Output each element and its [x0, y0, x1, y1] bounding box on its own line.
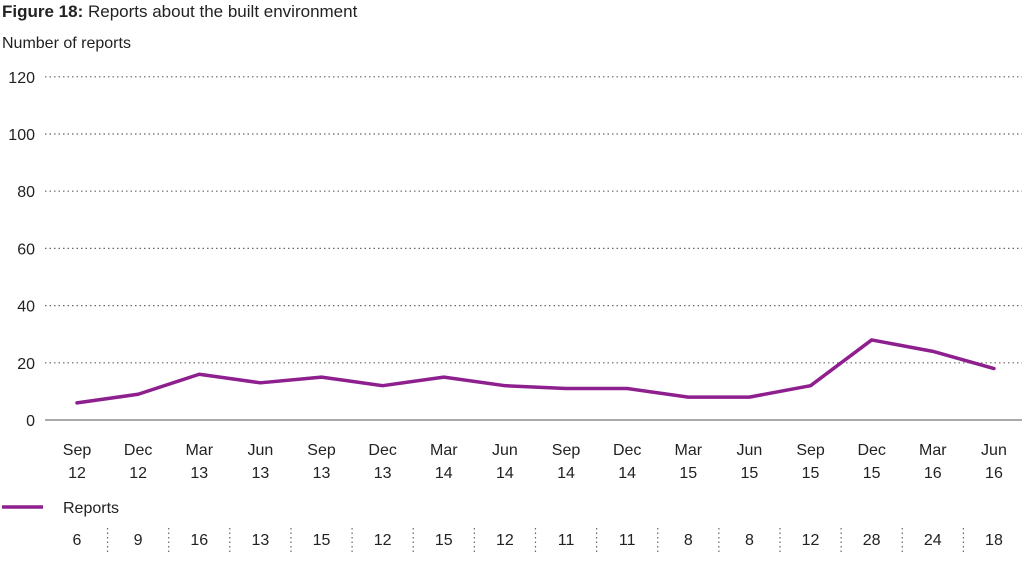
- y-tick-label: 100: [8, 127, 35, 144]
- x-tick-label: Dec: [124, 442, 152, 459]
- x-tick-label: Jun: [492, 442, 518, 459]
- x-tick-label: 12: [129, 465, 147, 482]
- table-value: 12: [496, 532, 514, 549]
- legend-label-reports: Reports: [63, 500, 119, 517]
- y-tick-label: 60: [17, 241, 35, 258]
- x-tick-label: 13: [190, 465, 208, 482]
- table-value: 11: [558, 532, 575, 549]
- table-value: 18: [985, 532, 1003, 549]
- x-tick-label: Jun: [981, 442, 1007, 459]
- x-tick-label: 13: [251, 465, 269, 482]
- x-tick-label: Mar: [430, 442, 458, 459]
- data-point: [503, 384, 507, 388]
- data-point: [197, 372, 201, 376]
- x-tick-label: Dec: [368, 442, 396, 459]
- x-tick-label: Jun: [247, 442, 273, 459]
- table-value: 12: [802, 532, 820, 549]
- x-tick-label: Dec: [857, 442, 885, 459]
- y-tick-label: 0: [26, 413, 35, 430]
- table-value: 24: [924, 532, 942, 549]
- y-tick-label: 80: [17, 184, 35, 201]
- table-value: 13: [251, 532, 269, 549]
- data-point: [992, 367, 996, 371]
- table-value: 15: [313, 532, 331, 549]
- data-point: [564, 387, 568, 391]
- y-tick-label: 40: [17, 299, 35, 316]
- data-point: [625, 387, 629, 391]
- data-point: [931, 349, 935, 353]
- x-tick-label: 13: [313, 465, 331, 482]
- x-tick-label: 16: [924, 465, 942, 482]
- table-value: 8: [684, 532, 693, 549]
- table-value: 11: [619, 532, 636, 549]
- x-tick-label: Sep: [63, 442, 92, 459]
- x-tick-label: 15: [802, 465, 820, 482]
- y-axis-label: Number of reports: [2, 35, 131, 52]
- data-point: [381, 384, 385, 388]
- y-tick-label: 20: [17, 356, 35, 373]
- x-tick-label: Mar: [919, 442, 947, 459]
- data-point: [870, 338, 874, 342]
- x-tick-label: Dec: [613, 442, 641, 459]
- table-value: 12: [374, 532, 392, 549]
- data-point: [320, 375, 324, 379]
- x-tick-label: 16: [985, 465, 1003, 482]
- data-point: [747, 395, 751, 399]
- x-tick-label: 14: [435, 465, 453, 482]
- data-point: [442, 375, 446, 379]
- table-value: 28: [863, 532, 881, 549]
- figure-number: Figure 18:: [2, 2, 84, 21]
- x-tick-label: 15: [863, 465, 881, 482]
- data-point: [75, 401, 79, 405]
- x-tick-label: 15: [679, 465, 697, 482]
- x-tick-label: 12: [68, 465, 86, 482]
- data-point: [136, 392, 140, 396]
- x-tick-label: 13: [374, 465, 392, 482]
- x-tick-label: Mar: [185, 442, 213, 459]
- table-value: 16: [190, 532, 208, 549]
- x-tick-label: 14: [618, 465, 636, 482]
- data-point: [686, 395, 690, 399]
- x-tick-label: 15: [741, 465, 759, 482]
- x-tick-label: 14: [557, 465, 575, 482]
- x-tick-label: Mar: [675, 442, 703, 459]
- y-tick-label: 120: [8, 70, 35, 87]
- x-tick-label: Sep: [307, 442, 336, 459]
- table-value: 15: [435, 532, 453, 549]
- chart-title: Figure 18: Reports about the built envir…: [2, 2, 357, 22]
- table-value: 6: [73, 532, 82, 549]
- figure-title: Reports about the built environment: [87, 2, 358, 21]
- table-value: 8: [745, 532, 754, 549]
- data-point: [809, 384, 813, 388]
- data-point: [258, 381, 262, 385]
- table-value: 9: [134, 532, 143, 549]
- series-line-reports: [75, 338, 996, 405]
- x-tick-label: Sep: [552, 442, 581, 459]
- x-tick-label: 14: [496, 465, 514, 482]
- x-tick-label: Jun: [737, 442, 763, 459]
- x-tick-label: Sep: [796, 442, 825, 459]
